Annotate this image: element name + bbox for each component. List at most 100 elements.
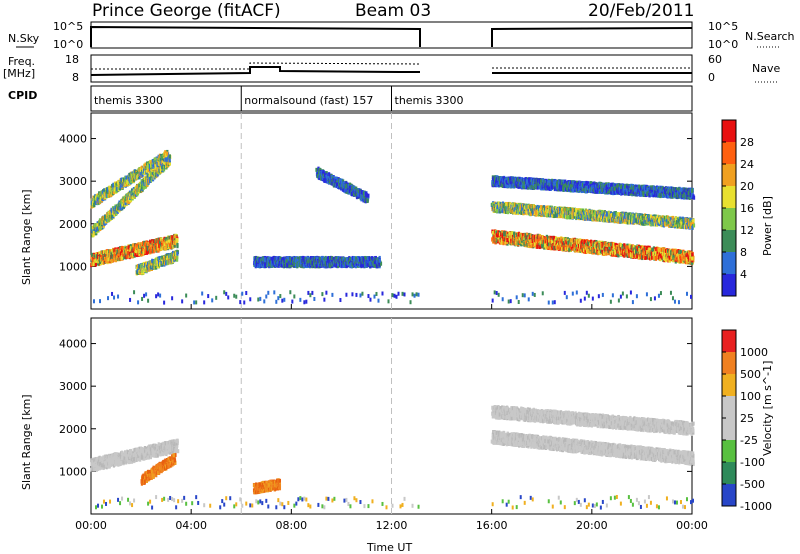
data-cell bbox=[105, 259, 108, 264]
data-cell bbox=[110, 214, 113, 219]
data-cell bbox=[108, 185, 111, 190]
data-cell bbox=[138, 251, 141, 256]
nsearch-tick-top: 10^5 bbox=[708, 20, 738, 33]
data-cell bbox=[158, 260, 161, 265]
data-cell bbox=[93, 262, 96, 267]
data-cell bbox=[119, 256, 122, 261]
data-cell bbox=[158, 161, 161, 166]
data-cell bbox=[144, 247, 147, 252]
freq-label-2: [MHz] bbox=[3, 67, 35, 80]
data-cell bbox=[104, 253, 107, 258]
data-cell bbox=[97, 261, 100, 266]
data-cell bbox=[167, 242, 170, 247]
data-cell bbox=[155, 257, 158, 262]
data-cell bbox=[94, 193, 97, 198]
nsky-tick-top: 10^5 bbox=[53, 20, 83, 33]
data-cell bbox=[144, 249, 147, 254]
data-cell bbox=[144, 162, 147, 167]
data-cell bbox=[151, 258, 154, 263]
data-cell bbox=[166, 155, 169, 160]
data-cell bbox=[132, 177, 136, 182]
data-cell bbox=[151, 159, 154, 164]
nsky-trace bbox=[90, 25, 693, 47]
data-cell bbox=[155, 241, 159, 246]
data-cell bbox=[142, 248, 145, 253]
data-cell bbox=[119, 202, 122, 207]
data-cell bbox=[109, 211, 112, 216]
data-cell bbox=[167, 240, 170, 245]
data-cell bbox=[125, 175, 128, 180]
data-cell bbox=[117, 180, 120, 185]
data-cell bbox=[122, 196, 125, 201]
data-cell bbox=[101, 220, 104, 225]
data-cell bbox=[107, 218, 110, 223]
data-cell bbox=[99, 194, 102, 199]
data-cell bbox=[138, 184, 142, 189]
cpid-label: CPID bbox=[8, 89, 37, 102]
nsky-label: N.Sky bbox=[8, 32, 40, 45]
data-cell bbox=[102, 256, 105, 261]
data-cell bbox=[157, 158, 160, 163]
freq-tick-bottom: 8 bbox=[72, 71, 79, 84]
data-cell bbox=[111, 258, 114, 263]
data-cell bbox=[91, 261, 94, 266]
data-cell bbox=[149, 244, 152, 249]
data-cell bbox=[91, 253, 94, 258]
data-cell bbox=[158, 256, 162, 261]
data-cell bbox=[168, 161, 171, 166]
data-cell bbox=[136, 243, 139, 248]
data-cell bbox=[96, 223, 99, 228]
data-cell bbox=[150, 160, 153, 165]
data-cell bbox=[119, 253, 122, 258]
data-cell bbox=[153, 157, 156, 162]
data-cell bbox=[99, 198, 102, 203]
data-cell bbox=[118, 184, 121, 189]
data-cell bbox=[156, 172, 159, 177]
data-cell bbox=[121, 248, 124, 253]
data-cell bbox=[176, 244, 179, 249]
data-cell bbox=[134, 246, 137, 251]
data-cell bbox=[170, 242, 173, 247]
data-cell bbox=[120, 199, 123, 204]
data-cell bbox=[152, 249, 155, 254]
data-cell bbox=[120, 251, 123, 256]
data-cell bbox=[106, 250, 109, 255]
data-cell bbox=[166, 236, 169, 241]
cpid-segment-label: themis 3300 bbox=[395, 94, 464, 107]
data-cell bbox=[131, 252, 135, 257]
data-cell bbox=[127, 251, 130, 256]
data-cell bbox=[264, 262, 267, 267]
data-cell bbox=[139, 188, 143, 193]
nave-tick-top: 60 bbox=[708, 53, 722, 66]
data-cell bbox=[147, 247, 150, 252]
data-cell bbox=[147, 168, 150, 173]
data-cell bbox=[170, 245, 173, 250]
nsearch-tick-bottom: 10^0 bbox=[708, 38, 738, 51]
data-cell bbox=[147, 242, 150, 247]
data-cell bbox=[142, 185, 145, 190]
beam-title: Beam 03 bbox=[355, 1, 431, 21]
data-cell bbox=[122, 177, 126, 182]
data-cell bbox=[140, 243, 144, 248]
data-cell bbox=[366, 198, 369, 203]
data-cell bbox=[95, 223, 98, 228]
data-cell bbox=[122, 199, 126, 204]
cpid-segment-label: normalsound (fast) 157 bbox=[244, 94, 373, 107]
data-cell bbox=[93, 203, 96, 208]
y-tick-label: 2000 bbox=[59, 218, 87, 231]
data-cell bbox=[114, 247, 117, 252]
freq-tick-top: 18 bbox=[65, 53, 79, 66]
nsearch-label: N.Search bbox=[745, 30, 795, 43]
data-cell bbox=[133, 188, 136, 193]
data-cell bbox=[110, 188, 113, 193]
data-cell bbox=[99, 256, 102, 261]
data-cell bbox=[168, 235, 171, 240]
data-cell bbox=[129, 244, 132, 249]
data-cell bbox=[173, 243, 176, 248]
data-cell bbox=[161, 255, 164, 260]
data-cell bbox=[168, 154, 171, 159]
data-cell bbox=[142, 241, 145, 246]
data-cell bbox=[101, 197, 105, 202]
data-cell bbox=[135, 248, 138, 253]
